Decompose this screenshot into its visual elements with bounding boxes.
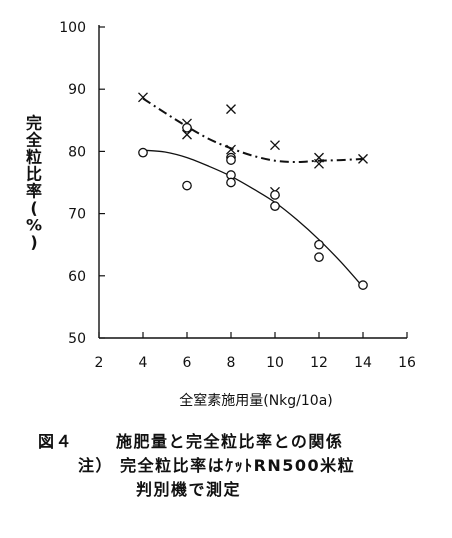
data-point-cross	[138, 92, 148, 103]
y-tick-label: 50	[68, 331, 86, 347]
x-tick-label: 12	[310, 355, 328, 371]
cross-stroke	[314, 158, 324, 169]
y-tick-label: 60	[68, 269, 86, 285]
data-point-cross	[182, 129, 192, 140]
data-point-circle	[270, 201, 280, 211]
data-point-cross	[226, 104, 236, 115]
data-point-circle	[358, 280, 368, 290]
y-tick-label: 90	[68, 82, 86, 98]
chart-axes: 50 60 70 80 90 100 2 4 6 8 10 12 14 16	[59, 20, 416, 371]
data-point-circle	[314, 252, 324, 262]
y-axis-title: 完全粒比率(%)	[25, 114, 43, 252]
figure-title: 施肥量と完全粒比率との関係	[116, 432, 344, 451]
data-point-cross	[226, 144, 236, 155]
x-tick-label: 16	[398, 355, 416, 371]
x-tick-label: 6	[183, 355, 192, 371]
x-tick-label: 10	[266, 355, 284, 371]
trend-line-circle	[142, 149, 364, 288]
data-point-cross	[358, 153, 368, 164]
cross-stroke	[270, 140, 280, 151]
y-axis-title-text: 完全粒比率(%)	[25, 114, 43, 252]
cross-stroke	[358, 153, 368, 164]
y-tick-label: 80	[68, 144, 86, 160]
trend-line-cross	[142, 97, 364, 164]
cross-stroke	[182, 129, 192, 140]
caption-note: 注） 完全粒比率はｹｯﾄRN500米粒	[78, 456, 356, 475]
data-point-circle	[138, 147, 148, 158]
figure-number: 図４	[38, 432, 74, 451]
caption-title-row: 図４ 施肥量と完全粒比率との関係	[38, 430, 448, 454]
x-tick-label: 4	[139, 355, 148, 371]
chart: 50 60 70 80 90 100 2 4 6 8 10 12 14 16 完全粒比率(%) 全窒素施用…	[25, 20, 416, 409]
data-point-circle	[182, 122, 192, 133]
x-tick-label: 8	[227, 355, 236, 371]
y-tick-label: 70	[68, 207, 86, 223]
plot-area	[138, 92, 368, 290]
caption-note-continued: 判別機で測定	[136, 480, 242, 499]
data-point-cross	[314, 158, 324, 169]
x-tick-label: 14	[354, 355, 372, 371]
y-tick-label: 100	[59, 20, 86, 36]
x-tick-label: 2	[95, 355, 104, 371]
data-point-circle	[314, 239, 324, 250]
x-axis-title: 全窒素施用量(Nkg/10a)	[179, 392, 333, 409]
cross-stroke	[226, 144, 236, 155]
data-point-circle	[226, 177, 236, 188]
data-point-circle	[182, 180, 192, 191]
data-point-circle	[270, 190, 280, 200]
data-point-cross	[270, 140, 280, 151]
data-point-circle	[226, 155, 236, 165]
cross-stroke	[226, 104, 236, 115]
figure-caption: 図４ 施肥量と完全粒比率との関係 注） 完全粒比率はｹｯﾄRN500米粒 判別機で…	[38, 430, 448, 502]
cross-stroke	[138, 92, 148, 103]
